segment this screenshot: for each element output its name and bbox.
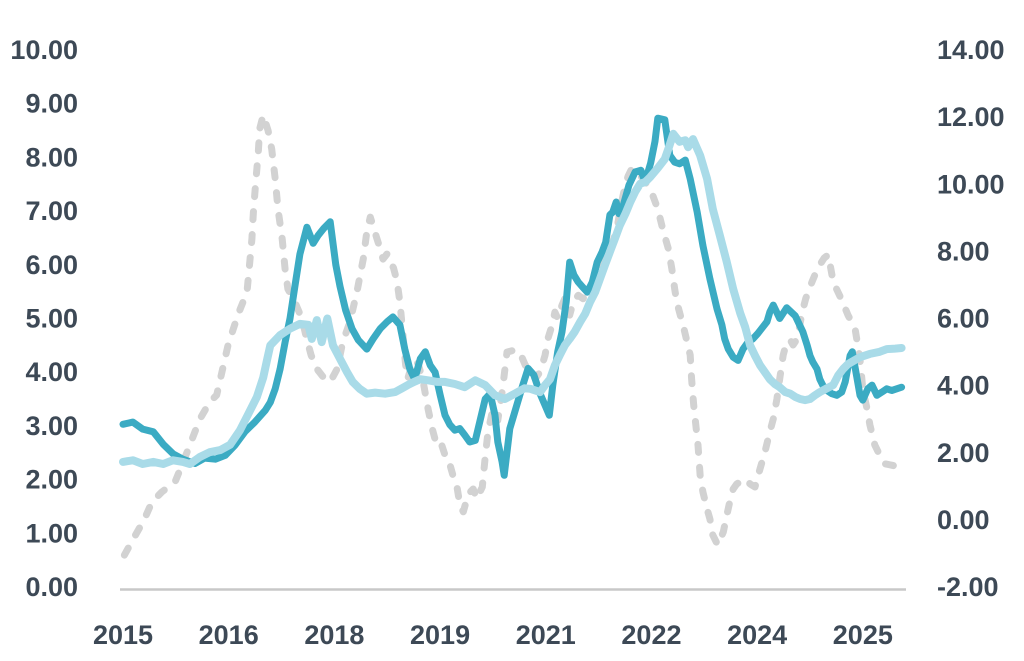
right-axis-tick-label: 0.00: [937, 505, 990, 535]
right-axis-tick-label: -2.00: [937, 572, 999, 602]
x-axis-tick-label: 2015: [93, 620, 153, 650]
left-axis-tick-label: 0.00: [25, 572, 78, 602]
gray-dashed-series-line: [120, 111, 904, 559]
right-axis-tick-label: 14.00: [937, 35, 1005, 65]
x-axis-tick-label: 2016: [199, 620, 259, 650]
left-axis-tick-label: 3.00: [25, 411, 78, 441]
left-axis-tick-label: 8.00: [25, 142, 78, 172]
right-axis-tick-label: 8.00: [937, 236, 990, 266]
right-axis-tick-label: 10.00: [937, 169, 1005, 199]
left-axis-tick-label: 5.00: [25, 304, 78, 334]
right-axis-tick-label: 12.00: [937, 102, 1005, 132]
right-axis-tick-label: 2.00: [937, 438, 990, 468]
left-axis-tick-label: 7.00: [25, 196, 78, 226]
right-axis-tick-label: 4.00: [937, 371, 990, 401]
x-axis-tick-label: 2018: [304, 620, 364, 650]
right-axis-tick-label: 6.00: [937, 304, 990, 334]
x-axis-tick-label: 2021: [516, 620, 576, 650]
teal-solid-series-line: [119, 114, 906, 479]
x-axis-tick-label: 2022: [621, 620, 681, 650]
left-axis-tick-label: 2.00: [25, 465, 78, 495]
x-axis-tick-label: 2025: [833, 620, 893, 650]
left-axis-tick-label: 9.00: [25, 89, 78, 119]
left-axis-tick-label: 6.00: [25, 250, 78, 280]
x-axis-tick-label: 2024: [727, 620, 787, 650]
x-axis-tick-label: 2019: [410, 620, 470, 650]
left-axis-tick-label: 4.00: [25, 357, 78, 387]
light-cyan-solid-series-line: [119, 129, 906, 468]
left-axis-tick-label: 10.00: [10, 35, 78, 65]
left-axis-tick-label: 1.00: [25, 518, 78, 548]
